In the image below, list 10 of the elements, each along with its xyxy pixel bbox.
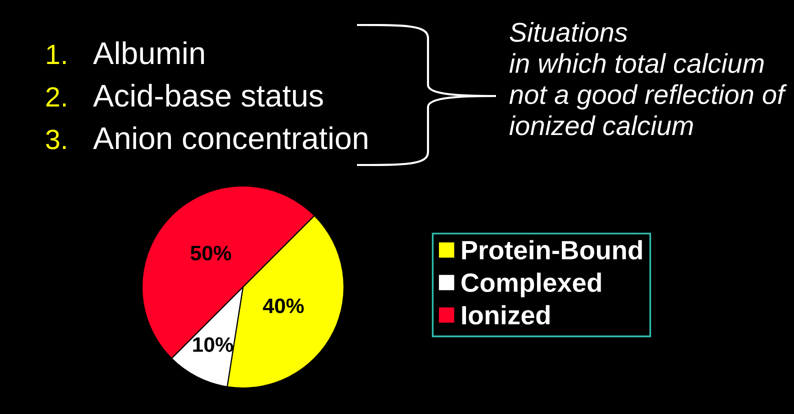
text: 1. Albumin [47, 41, 204, 64]
data-label: 50% [190, 246, 232, 260]
legend-label: Protein-Bound [462, 240, 642, 260]
data-label: 10% [193, 337, 234, 352]
legend-label: Complexed [462, 272, 601, 298]
data-label: 40% [262, 298, 304, 314]
text: 3. Anion concentration [46, 126, 368, 150]
text: 2. Acid-base status [46, 84, 323, 107]
legend-label: Ionized [462, 305, 550, 325]
text: Situations in which total calcium not a good reflection of ionized calcium [509, 22, 787, 136]
